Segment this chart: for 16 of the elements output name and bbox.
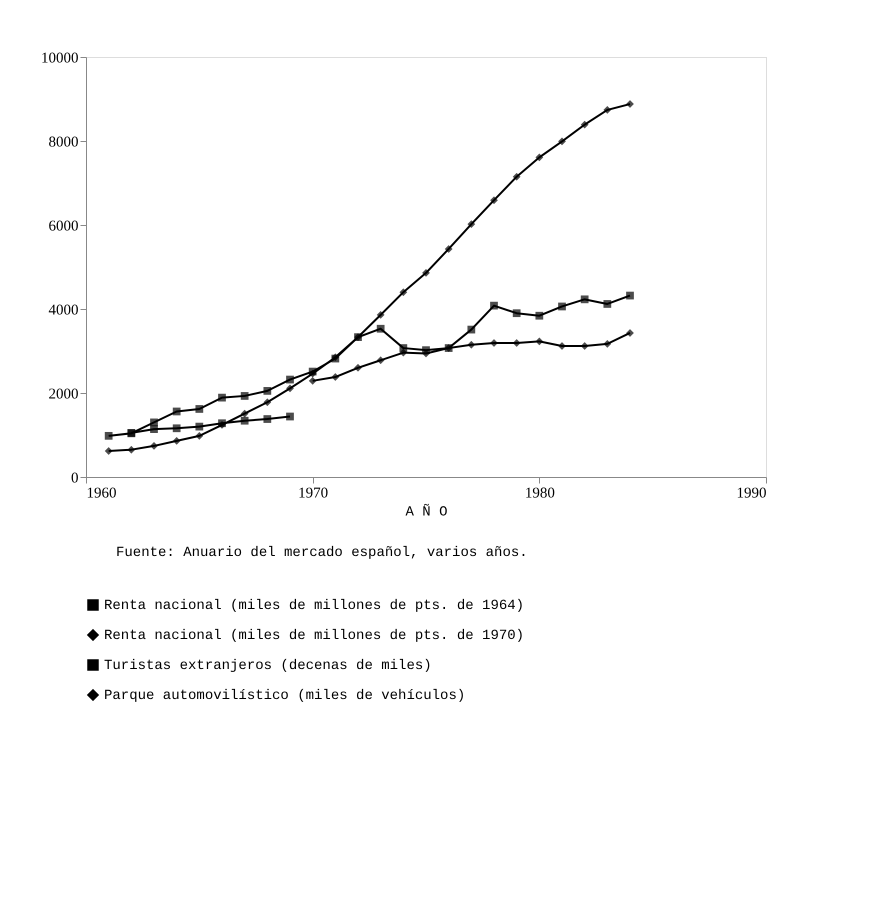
legend-label: Turistas extranjeros (decenas de miles)	[104, 658, 432, 674]
x-tick-label: 1960	[86, 486, 116, 502]
x-axis-title: A Ñ O	[405, 504, 448, 520]
y-tick-label: 6000	[48, 218, 78, 234]
x-tick-label: 1970	[298, 486, 328, 502]
x-tick-label: 1980	[524, 486, 555, 502]
y-tick-label: 4000	[48, 302, 78, 318]
y-tick-label: 8000	[48, 134, 78, 150]
legend-label: Parque automovilístico (miles de vehículos)	[104, 688, 466, 704]
y-tick-label: 10000	[41, 50, 78, 66]
source-note: Fuente: Anuario del mercado español, varios años.	[116, 545, 528, 561]
x-tick-label: 1990	[736, 486, 766, 502]
legend-label: Renta nacional (miles de millones de pts. de 1970)	[104, 628, 524, 644]
legend-label: Renta nacional (miles de millones de pts. de 1964)	[104, 598, 524, 614]
y-tick-label: 0	[71, 470, 78, 486]
y-tick-label: 2000	[48, 386, 78, 402]
